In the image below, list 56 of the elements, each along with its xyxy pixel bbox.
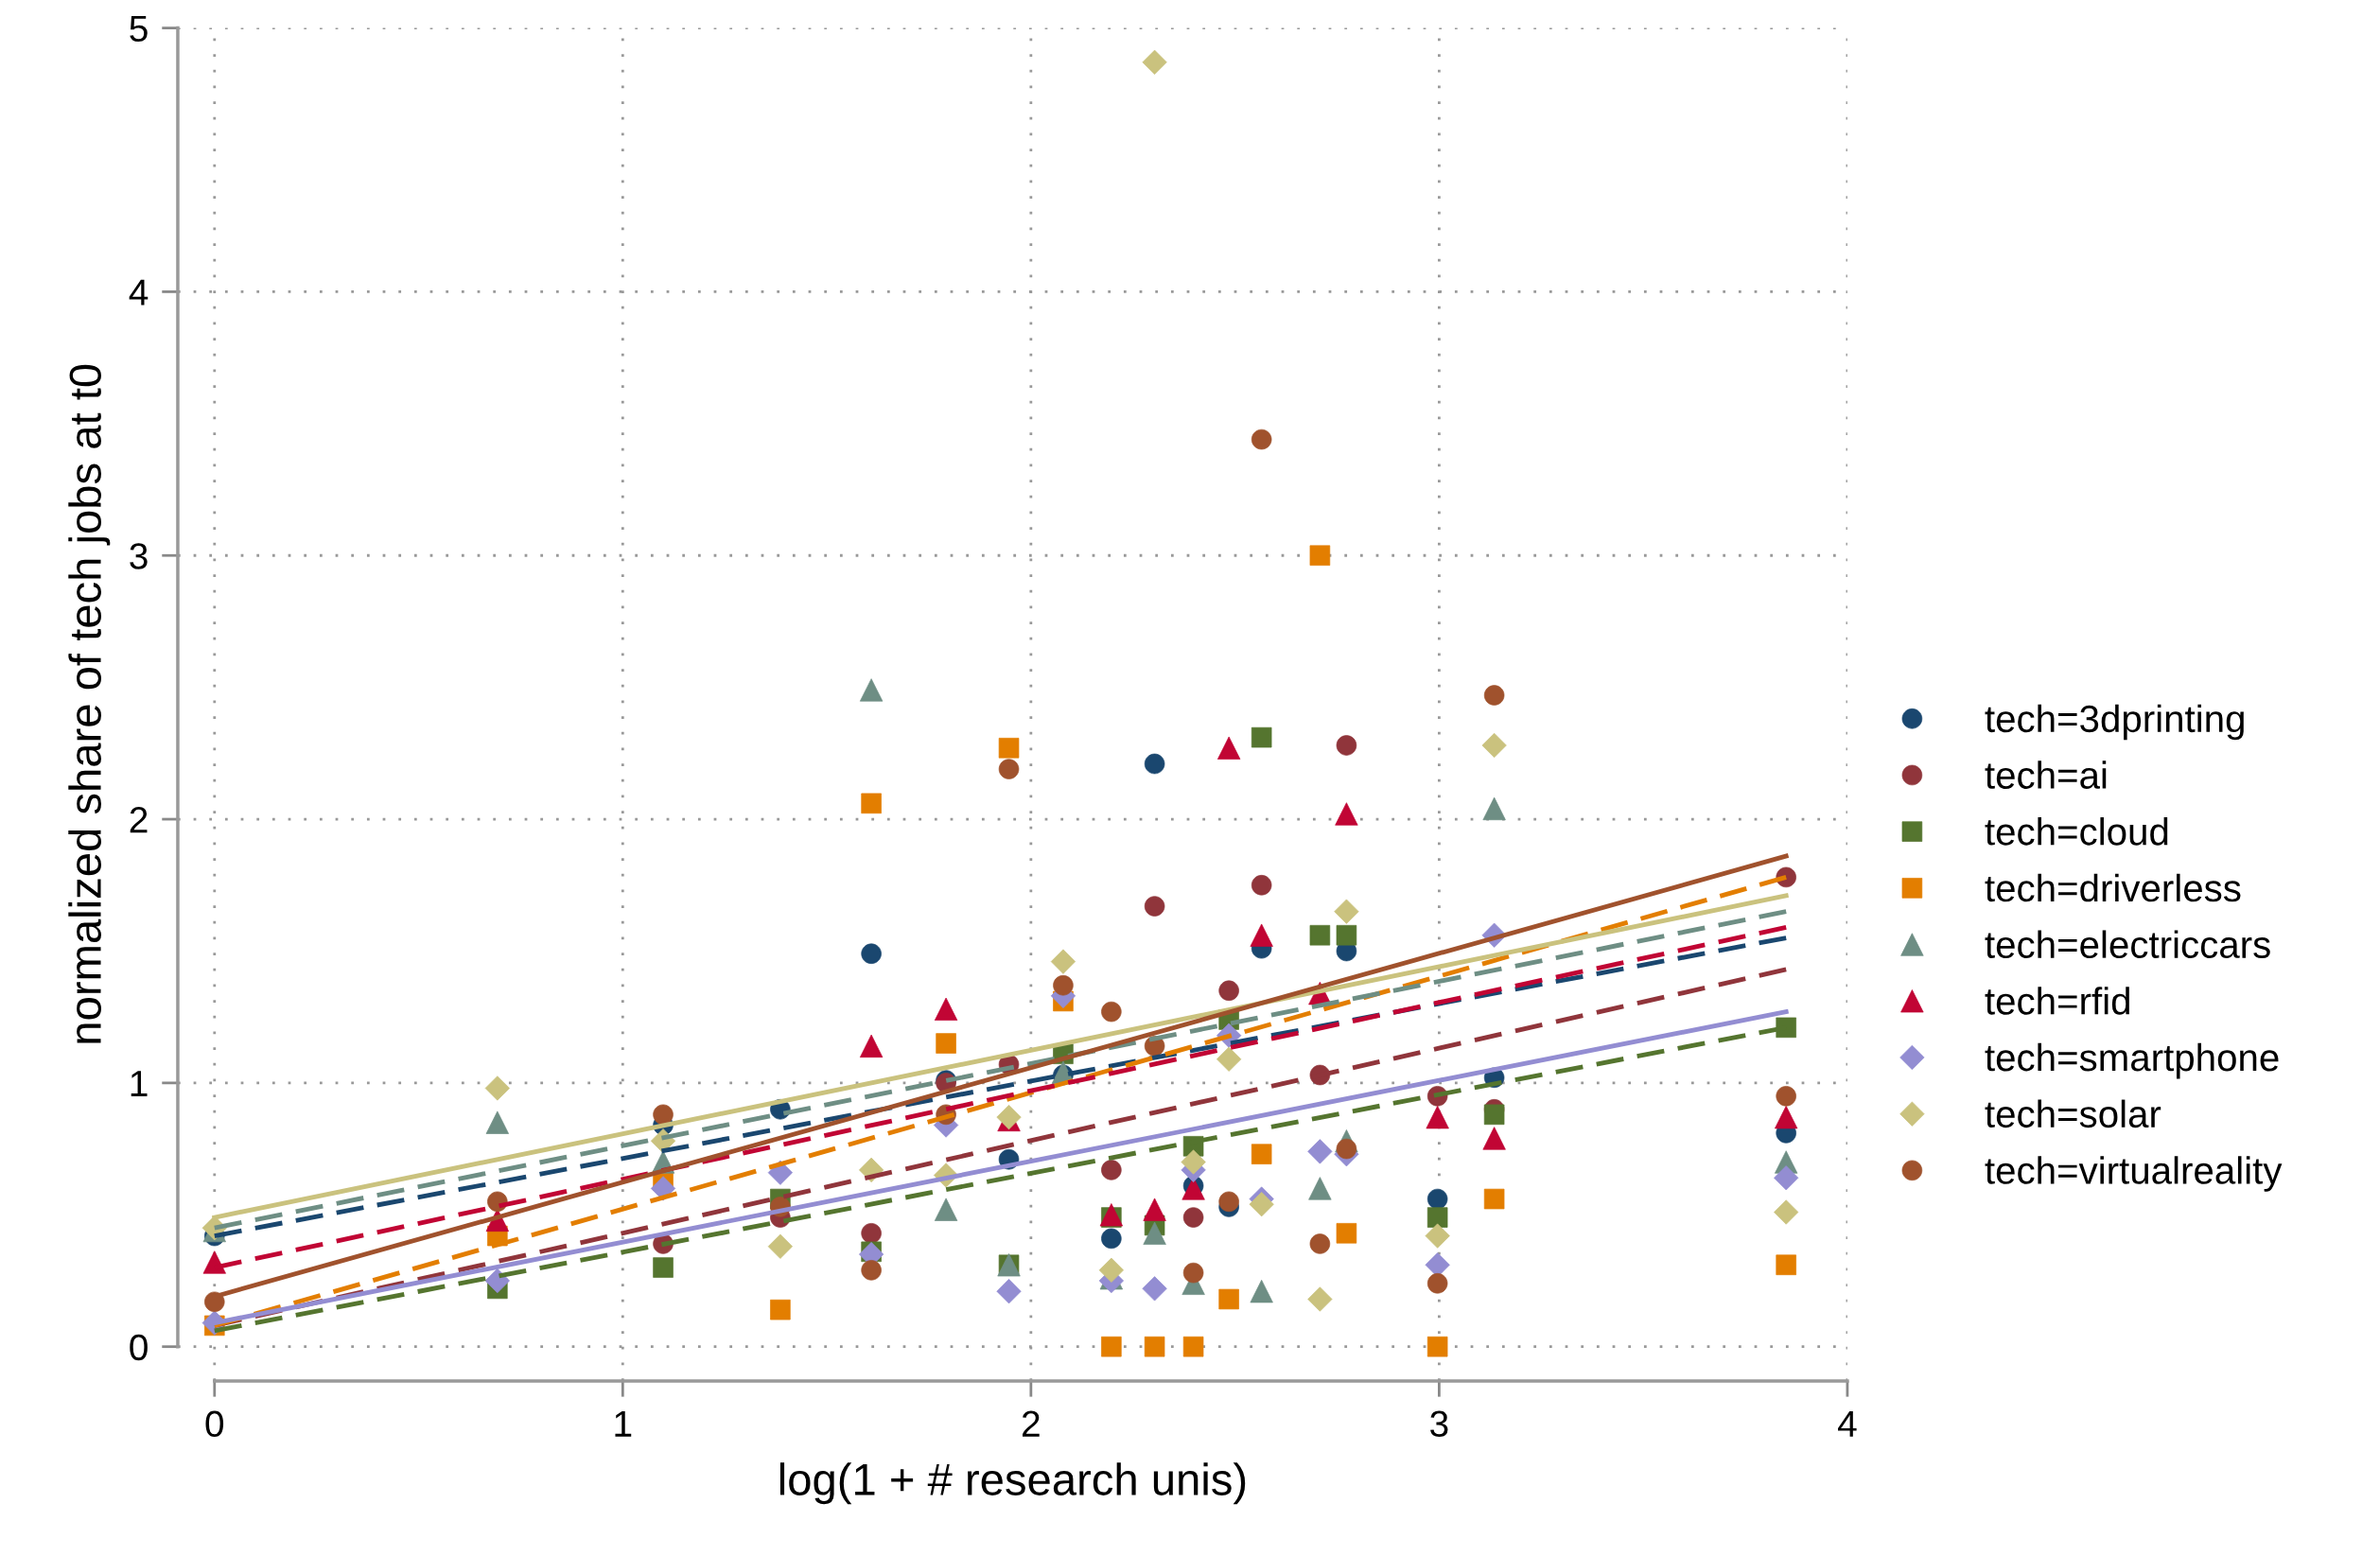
point [1182, 1262, 1204, 1284]
point [1426, 1273, 1448, 1294]
point [767, 1233, 794, 1259]
point [1776, 1086, 1796, 1107]
point [996, 1279, 1022, 1304]
point [1144, 753, 1165, 775]
point [1775, 1105, 1798, 1129]
legend-label: tech=virtualreality [1985, 1156, 2283, 1192]
point [1101, 1336, 1122, 1357]
x-axis-title: log(1 + # research unis) [779, 1462, 1246, 1505]
point [861, 793, 882, 814]
point [1483, 1104, 1505, 1126]
y-tick-label: 1 [131, 1071, 148, 1096]
point [1098, 1257, 1124, 1283]
point [1309, 1233, 1331, 1254]
y-axis-title: normalized share of tech jobs at t0 [68, 364, 111, 1043]
point [1142, 1276, 1167, 1302]
legend-label: tech=cloud [1985, 817, 2168, 846]
legend-label: tech=electriccars [1985, 930, 2270, 959]
point [1774, 1165, 1799, 1191]
point [1336, 1223, 1357, 1244]
legend-label: tech=ai [1985, 761, 2107, 789]
x-tick-label: 3 [1430, 1410, 1448, 1438]
point [1309, 924, 1331, 946]
point [1483, 1188, 1505, 1210]
x-tick-label: 2 [1022, 1410, 1040, 1437]
legend-label: tech=solar [1985, 1099, 2161, 1128]
point [1218, 980, 1239, 1002]
point [1426, 1336, 1448, 1357]
point [1425, 1223, 1450, 1249]
legend-label: tech=driverless [1985, 873, 2241, 902]
y-tick-label: 0 [130, 1334, 148, 1361]
legend-label: tech=3dprinting [1985, 704, 2244, 741]
point [1216, 1046, 1242, 1072]
point [1309, 545, 1331, 567]
point [1182, 1207, 1204, 1228]
y-tick-label: 3 [130, 543, 148, 569]
y-tick-label: 4 [129, 279, 149, 306]
point [859, 1034, 884, 1058]
point [934, 997, 958, 1021]
point [484, 1075, 510, 1101]
y-tick-label: 5 [130, 15, 148, 43]
point [1144, 1336, 1165, 1357]
y-tick-label: 2 [130, 806, 148, 833]
point [1482, 796, 1506, 821]
x-tick-label: 0 [205, 1410, 224, 1438]
point [998, 759, 1020, 779]
point [770, 1299, 791, 1320]
legend-label: tech=rfid [1985, 987, 2129, 1015]
point [1481, 732, 1507, 759]
x-tick-label: 1 [615, 1410, 632, 1437]
point [1250, 923, 1273, 947]
x-tick-label: 4 [1838, 1410, 1857, 1437]
point [1053, 974, 1074, 996]
point [1483, 685, 1505, 706]
legend-label: tech=smartphone [1985, 1042, 2279, 1079]
